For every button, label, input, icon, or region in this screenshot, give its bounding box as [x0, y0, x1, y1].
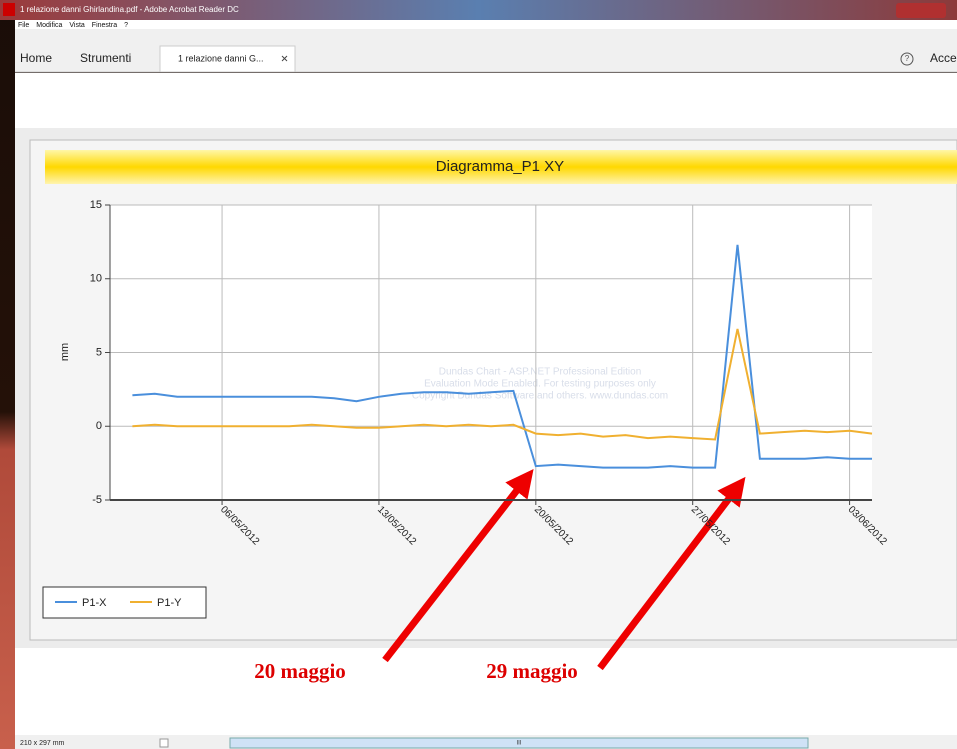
menu-item[interactable]: Modifica [36, 22, 62, 29]
scroll-grip: III [516, 741, 521, 747]
tab[interactable]: 1 relazione danni G... [178, 53, 264, 63]
y-tick-label: 15 [90, 199, 102, 211]
toolbar [15, 29, 957, 72]
annotation: 29 maggio [486, 659, 578, 683]
chart-title: Diagramma_P1 XY [436, 158, 564, 175]
help-mark: ? [905, 54, 910, 63]
y-tick-label: -5 [92, 494, 102, 506]
scroll-button[interactable] [160, 739, 168, 747]
y-tick-label: 0 [96, 420, 102, 432]
y-tick-label: 10 [90, 273, 102, 285]
y-axis-label: mm [59, 343, 71, 361]
page-size: 210 x 297 mm [20, 740, 65, 747]
menu-bar [15, 20, 957, 29]
page: 1 relazione danni Ghirlandina.pdf - Adob… [0, 0, 957, 749]
watermark: Dundas Chart - ASP.NET Professional Edit… [439, 367, 642, 378]
toolbar-button[interactable]: Acce [930, 51, 957, 65]
annotation: 20 maggio [254, 659, 346, 683]
legend-label[interactable]: P1-X [82, 597, 107, 609]
tab[interactable]: Home [20, 51, 52, 65]
watermark: Evaluation Mode Enabled. For testing pur… [424, 379, 656, 390]
y-tick-label: 5 [96, 346, 102, 358]
menu-item[interactable]: Finestra [92, 22, 117, 29]
menu-item[interactable]: Vista [69, 22, 85, 29]
menu-item[interactable]: File [18, 22, 29, 29]
menu-item[interactable]: ? [124, 22, 128, 29]
window-title: 1 relazione danni Ghirlandina.pdf - Adob… [20, 5, 239, 14]
legend-label[interactable]: P1-Y [157, 597, 182, 609]
screenshot: 1 relazione danni Ghirlandina.pdf - Adob… [0, 0, 957, 749]
app-icon [3, 3, 15, 16]
tab[interactable]: Strumenti [80, 51, 131, 65]
window-buttons[interactable] [896, 3, 946, 18]
